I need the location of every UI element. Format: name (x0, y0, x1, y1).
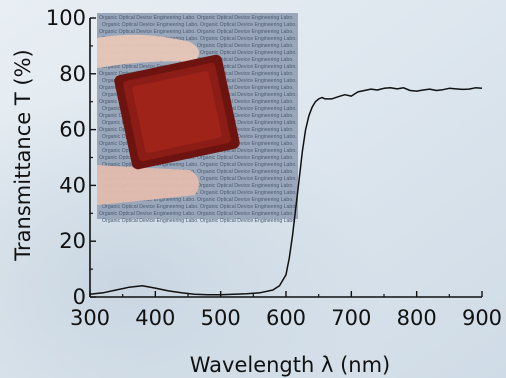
y-axis-title: Transmittance T (%) (11, 49, 35, 261)
photo-text-line: Organic Optical Device Engineering Labo.… (99, 197, 294, 203)
photo-text-line: Organic Optical Device Engineering Labo.… (99, 43, 294, 49)
photo-text-line: Organic Optical Device Engineering Labo.… (99, 211, 294, 217)
photo-text-line: Organic Optical Device Engineering Labo.… (102, 176, 297, 182)
y-tick-label: 100 (46, 6, 86, 30)
photo-text-line: Organic Optical Device Engineering Labo.… (102, 22, 297, 28)
y-tick-label: 40 (59, 173, 86, 197)
axis-ticks (89, 17, 483, 298)
tick-labels: 300 400 500 600 700 800 900 0 20 40 60 80 100 (46, 6, 502, 330)
x-tick-label: 900 (462, 306, 502, 330)
photo-text-line: Organic Optical Device Engineering Labo.… (102, 162, 297, 168)
transmittance-line (89, 87, 483, 296)
x-tick-label: 500 (201, 306, 241, 330)
x-tick-label: 800 (397, 306, 437, 330)
photo-text-line: Organic Optical Device Engineering Labo.… (99, 15, 294, 21)
photo-text-line: Organic Optical Device Engineering Labo.… (102, 218, 297, 224)
red-glass-sample (114, 54, 240, 170)
photo-text-line: Organic Optical Device Engineering Labo.… (99, 155, 294, 161)
series-group (89, 87, 483, 296)
photo-text-line: Organic Optical Device Engineering Labo.… (102, 190, 297, 196)
finger-top (97, 34, 199, 68)
x-axis-title: Wavelength λ (nm) (190, 353, 391, 377)
y-tick-label: 0 (73, 285, 86, 309)
x-tick-label: 400 (135, 306, 175, 330)
photo-text-line: Organic Optical Device Engineering Labo.… (99, 29, 294, 35)
photo-text-line: Organic Optical Device Engineering Labo.… (102, 50, 297, 56)
photo-text-line: Organic Optical Device Engineering Labo.… (102, 204, 297, 210)
x-tick-label: 600 (266, 306, 306, 330)
photo-text-line: Organic Optical Device Engineering Labo.… (102, 36, 297, 42)
x-tick-label: 300 (70, 306, 110, 330)
x-tick-label: 700 (331, 306, 371, 330)
finger-bottom (97, 165, 199, 205)
y-tick-label: 80 (59, 62, 86, 86)
y-tick-label: 20 (59, 229, 86, 253)
sample-photo: Organic Optical Device Engineering Labo.… (97, 13, 298, 224)
y-tick-label: 60 (59, 118, 86, 142)
photo-text-line: Organic Optical Device Engineering Labo.… (99, 169, 294, 175)
